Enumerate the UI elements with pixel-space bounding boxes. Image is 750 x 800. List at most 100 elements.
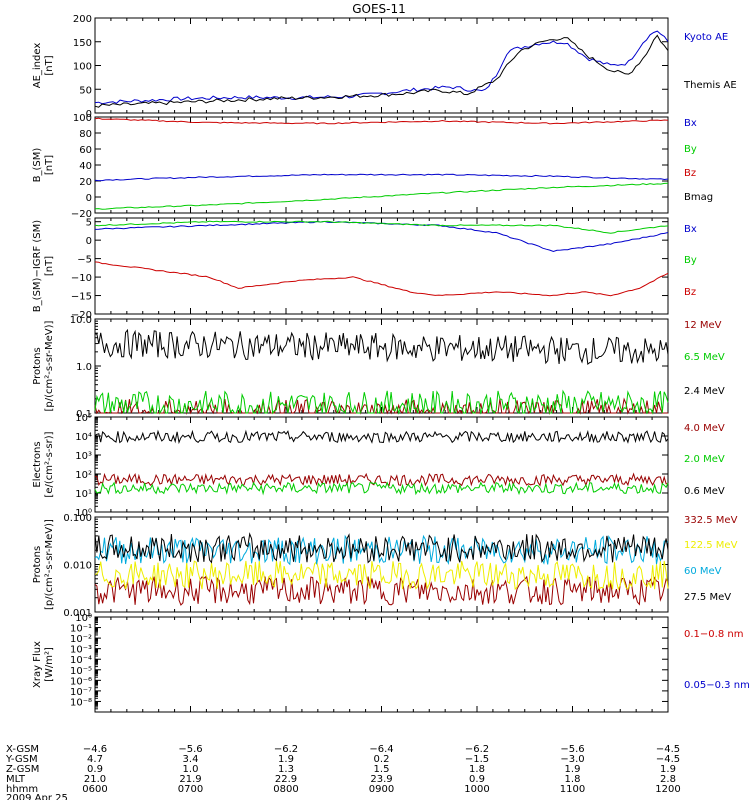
y-axis-label: Electrons [32,441,43,487]
series-line [95,561,668,589]
panel-2: 100 80 60 40 20 0 −20 B_(SM) [nT] Bx By Bz Bmag [32,113,713,220]
series-line [95,174,668,180]
y-tick-label: 10.0 [70,315,92,326]
y-axis-unit: [p/(cm²-s-sr-MeV)] [44,519,55,610]
y-tick-label: 10⁻⁸ [70,697,92,708]
y-axis-label: B_(SM)−IGRF (SM) [32,220,43,312]
date-label: 2009 Apr 25 [6,793,68,800]
y-tick-label: 60 [79,145,92,156]
y-axis-unit: [p/(cm²-s-sr-MeV)] [44,320,55,411]
y-tick-label: 10⁻² [70,634,92,645]
y-tick-label: 10⁴ [75,432,92,443]
y-tick-label: 80 [79,129,92,140]
x-axis-value: 1200 [655,784,680,795]
legend-entry: Bmag [684,192,713,203]
y-tick-label: −10 [71,273,92,284]
y-axis-unit: [e/(cm²-s-sr)] [44,431,55,497]
legend-entry: 27.5 MeV [684,592,731,603]
chart-title: GOES-11 [352,2,406,16]
series-line [95,431,668,442]
x-axis-value: 1100 [560,784,585,795]
x-axis-value: 0600 [82,784,107,795]
series-line [95,483,668,494]
y-tick-label: 5 [86,218,92,229]
y-tick-label: 0 [86,193,92,204]
panel-frame [95,18,668,113]
y-tick-label: 10⁻⁴ [70,655,92,666]
legend-entry: 4.0 MeV [684,423,725,434]
legend-entry: 2.0 MeV [684,454,725,465]
legend-entry: 6.5 MeV [684,352,725,363]
y-axis-label: B_(SM) [32,148,43,183]
y-axis-label: Xray Flux [32,641,43,688]
legend-entry: 12 MeV [684,320,722,331]
x-axis-value: 0800 [273,784,298,795]
series-line [95,330,668,364]
y-tick-label: −5 [77,255,92,266]
y-tick-label: 0.010 [63,561,92,572]
panel-3: 5 0 −5 −10 −15 −20 B_(SM)−IGRF (SM) [nT] Bx By Bz [32,218,697,321]
legend-entry: 122.5 MeV [684,540,738,551]
legend-entry: 0.1−0.8 nm [684,629,743,640]
y-axis-unit: [nT] [44,256,55,276]
y-tick-label: 10⁰ [75,613,92,624]
y-tick-label: 100 [73,62,92,73]
y-axis-label: AE_index [32,43,43,89]
y-axis-unit: [nT] [44,155,55,175]
y-axis-unit: [W/m²] [44,647,55,682]
panel-1: 200150100500AE_index [nT]Kyoto AEThemis A… [32,14,737,120]
series-line [95,183,668,209]
y-tick-label: −15 [71,292,92,303]
legend-entry: 0.05−0.3 nm [684,680,750,691]
y-tick-label: 40 [79,161,92,172]
y-tick-label: 10⁻⁵ [70,666,92,677]
y-tick-label: 10¹ [75,489,92,500]
y-tick-label: 10⁻³ [70,645,92,656]
legend-entry: By [684,255,697,266]
y-tick-label: 10² [75,470,92,481]
y-tick-label: 10³ [75,451,92,462]
panel-frame [95,417,668,512]
y-tick-label: 0.100 [63,513,92,524]
x-axis-value: 1000 [464,784,489,795]
legend-entry: 332.5 MeV [684,515,738,526]
y-axis-label: Protons [32,347,43,384]
legend-entry: Bx [684,224,697,235]
legend-entry: Kyoto AE [684,32,728,43]
y-tick-label: 150 [73,38,92,49]
legend-entry: Bz [684,168,696,179]
legend-entry: 2.4 MeV [684,386,725,397]
series-line [95,221,668,233]
series-line [95,35,668,107]
series-line [95,31,668,104]
y-tick-label: 0 [86,236,92,247]
y-tick-label: 10⁵ [75,413,92,424]
series-line [95,474,668,485]
panel-5: 10⁵ 10⁴ 10³ 10² 10¹ 10⁰ Electrons [e/(cm²-s-sr)… [32,413,725,519]
x-axis-value: 0700 [178,784,203,795]
y-tick-label: 50 [79,85,92,96]
y-axis-label: Protons [32,546,43,583]
x-axis-value: 0900 [369,784,394,795]
y-tick-label: 20 [79,177,92,188]
y-tick-label: 10⁻¹ [70,624,92,635]
y-tick-label: 10⁻⁷ [70,687,92,698]
y-tick-label: 1.0 [76,362,92,373]
legend-entry: Themis AE [683,80,737,91]
y-axis-unit: [nT] [44,55,55,75]
y-tick-label: 200 [73,14,92,25]
y-tick-label: 10⁻⁶ [70,676,92,687]
legend-entry: Bx [684,118,697,129]
panel-frame [95,617,668,712]
panel-frame [95,218,668,314]
y-tick-label: 100 [73,113,92,124]
legend-entry: Bz [684,287,696,298]
legend-entry: 0.6 MeV [684,486,725,497]
legend-entry: By [684,144,697,155]
legend-entry: 60 MeV [684,566,722,577]
panel-4: 10.01.00.1Protons [p/(cm²-s-sr-MeV)] 12 Me… [32,315,725,420]
panel-6: 0.100 0.010 0.001 Protons [p/(cm²-s-sr-MeV)]… [32,513,738,619]
series-line [95,262,668,296]
series-line [95,536,668,564]
